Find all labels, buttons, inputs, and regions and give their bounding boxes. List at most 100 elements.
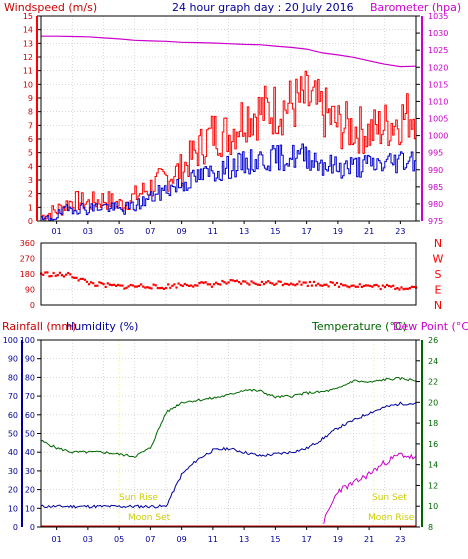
humidity-tick-label: 90 xyxy=(25,355,35,364)
wind-direction-point xyxy=(285,282,288,286)
wind-direction-point xyxy=(321,284,324,287)
compass-label: N xyxy=(434,299,442,312)
compass-label: E xyxy=(435,284,442,297)
wind-direction-point xyxy=(310,284,313,287)
wind-direction-point xyxy=(146,286,149,289)
wind-direction-point xyxy=(325,283,328,286)
wind-direction-point xyxy=(298,280,301,283)
windspeed-tick-label: 8 xyxy=(28,108,33,117)
wind-direction-point xyxy=(273,283,276,286)
windspeed-tick-label: 15 xyxy=(23,12,33,21)
windspeed-tick-label: 13 xyxy=(23,39,33,48)
wind-direction-point xyxy=(248,283,251,286)
panel3-x-tick-label: 17 xyxy=(302,535,312,544)
wind-direction-point xyxy=(108,283,111,286)
compass-label: S xyxy=(435,268,442,281)
direction-tick-label: 270 xyxy=(20,255,35,264)
wind-direction-point xyxy=(187,284,191,287)
temperature-tick-label: 12 xyxy=(428,481,438,490)
barometer-tick-label: 975 xyxy=(428,217,443,226)
barometer-tick-label: 1025 xyxy=(428,46,448,55)
average-wind-line xyxy=(41,143,417,222)
panel1-x-tick-label: 07 xyxy=(145,227,155,236)
wind-direction-point xyxy=(377,285,380,288)
barometer-tick-label: 1030 xyxy=(428,29,448,38)
wind-direction-point xyxy=(131,284,134,287)
wind-direction-point xyxy=(323,283,326,286)
wind-direction-point xyxy=(258,283,261,286)
wind-direction-point xyxy=(179,284,182,287)
wind-direction-point xyxy=(121,284,124,287)
wind-direction-point xyxy=(300,283,303,286)
wind-direction-point xyxy=(210,285,213,288)
wind-direction-point xyxy=(60,274,63,277)
wind-direction-point xyxy=(400,286,403,289)
wind-direction-point xyxy=(62,275,66,278)
wind-direction-point xyxy=(319,284,322,287)
wind-direction-point xyxy=(133,285,136,288)
wind-direction-point xyxy=(98,281,101,284)
wind-direction-point xyxy=(287,283,291,286)
humidity-tick-label: 40 xyxy=(25,448,35,457)
barometer-tick-label: 990 xyxy=(428,166,443,175)
wind-direction-point xyxy=(352,284,355,287)
panel3-x-tick-label: 07 xyxy=(145,535,155,544)
wind-direction-point xyxy=(337,285,341,288)
humidity-axis-label: Humidity (%) xyxy=(66,320,138,333)
wind-direction-point xyxy=(283,282,286,285)
wind-direction-point xyxy=(265,281,268,284)
wind-direction-point xyxy=(200,281,203,284)
wind-direction-point xyxy=(104,285,107,288)
windspeed-tick-label: 6 xyxy=(28,135,33,144)
wind-direction-point xyxy=(267,280,270,283)
windspeed-tick-label: 7 xyxy=(28,121,33,130)
direction-tick-label: 0 xyxy=(30,301,35,310)
wind-direction-point xyxy=(71,276,74,279)
moon-rise-label: Moon Rise xyxy=(368,513,415,523)
panel3-x-tick-label: 19 xyxy=(333,535,343,544)
wind-direction-point xyxy=(181,284,184,287)
wind-direction-point xyxy=(402,288,405,291)
wind-direction-point xyxy=(227,281,230,284)
wind-direction-point xyxy=(152,283,155,286)
temperature-tick-label: 18 xyxy=(428,419,438,428)
wind-direction-point xyxy=(92,282,95,285)
wind-direction-point xyxy=(137,284,141,288)
compass-label: N xyxy=(434,237,442,250)
temperature-tick-label: 8 xyxy=(428,523,433,532)
barometer-tick-label: 1000 xyxy=(428,132,448,141)
humidity-tick-label: 70 xyxy=(25,392,35,401)
panel1-x-tick-label: 09 xyxy=(177,227,187,236)
barometer-tick-label: 1015 xyxy=(428,80,448,89)
wind-direction-point xyxy=(229,279,232,282)
rainfall-tick-label: 80 xyxy=(8,373,18,382)
wind-direction-point xyxy=(369,284,372,288)
panel3-x-tick-label: 21 xyxy=(364,535,374,544)
direction-tick-label: 90 xyxy=(25,286,35,295)
wind-direction-point xyxy=(158,287,161,290)
wind-direction-point xyxy=(212,283,216,286)
humidity-tick-label: 100 xyxy=(20,336,35,345)
wind-direction-point xyxy=(379,287,382,291)
wind-direction-point xyxy=(356,285,359,288)
panel3-x-tick-label: 01 xyxy=(52,535,62,544)
wind-direction-point xyxy=(254,282,257,285)
wind-direction-point xyxy=(392,284,395,287)
wind-direction-point xyxy=(383,285,386,289)
humidity-tick-label: 20 xyxy=(25,486,35,495)
humidity-tick-label: 10 xyxy=(25,504,35,513)
wind-direction-point xyxy=(144,286,147,289)
humidity-tick-label: 50 xyxy=(25,430,35,439)
wind-direction-point xyxy=(362,284,366,287)
temperature-tick-label: 22 xyxy=(428,378,438,387)
wind-direction-point xyxy=(117,283,120,286)
windspeed-tick-label: 5 xyxy=(28,149,33,158)
panel1-x-tick-label: 13 xyxy=(239,227,249,236)
wind-direction-point xyxy=(344,284,347,287)
wind-direction-point xyxy=(135,285,138,288)
wind-direction-point xyxy=(348,286,351,289)
wind-direction-point xyxy=(312,280,316,283)
wind-direction-point xyxy=(292,283,295,286)
wind-direction-point xyxy=(54,274,57,277)
